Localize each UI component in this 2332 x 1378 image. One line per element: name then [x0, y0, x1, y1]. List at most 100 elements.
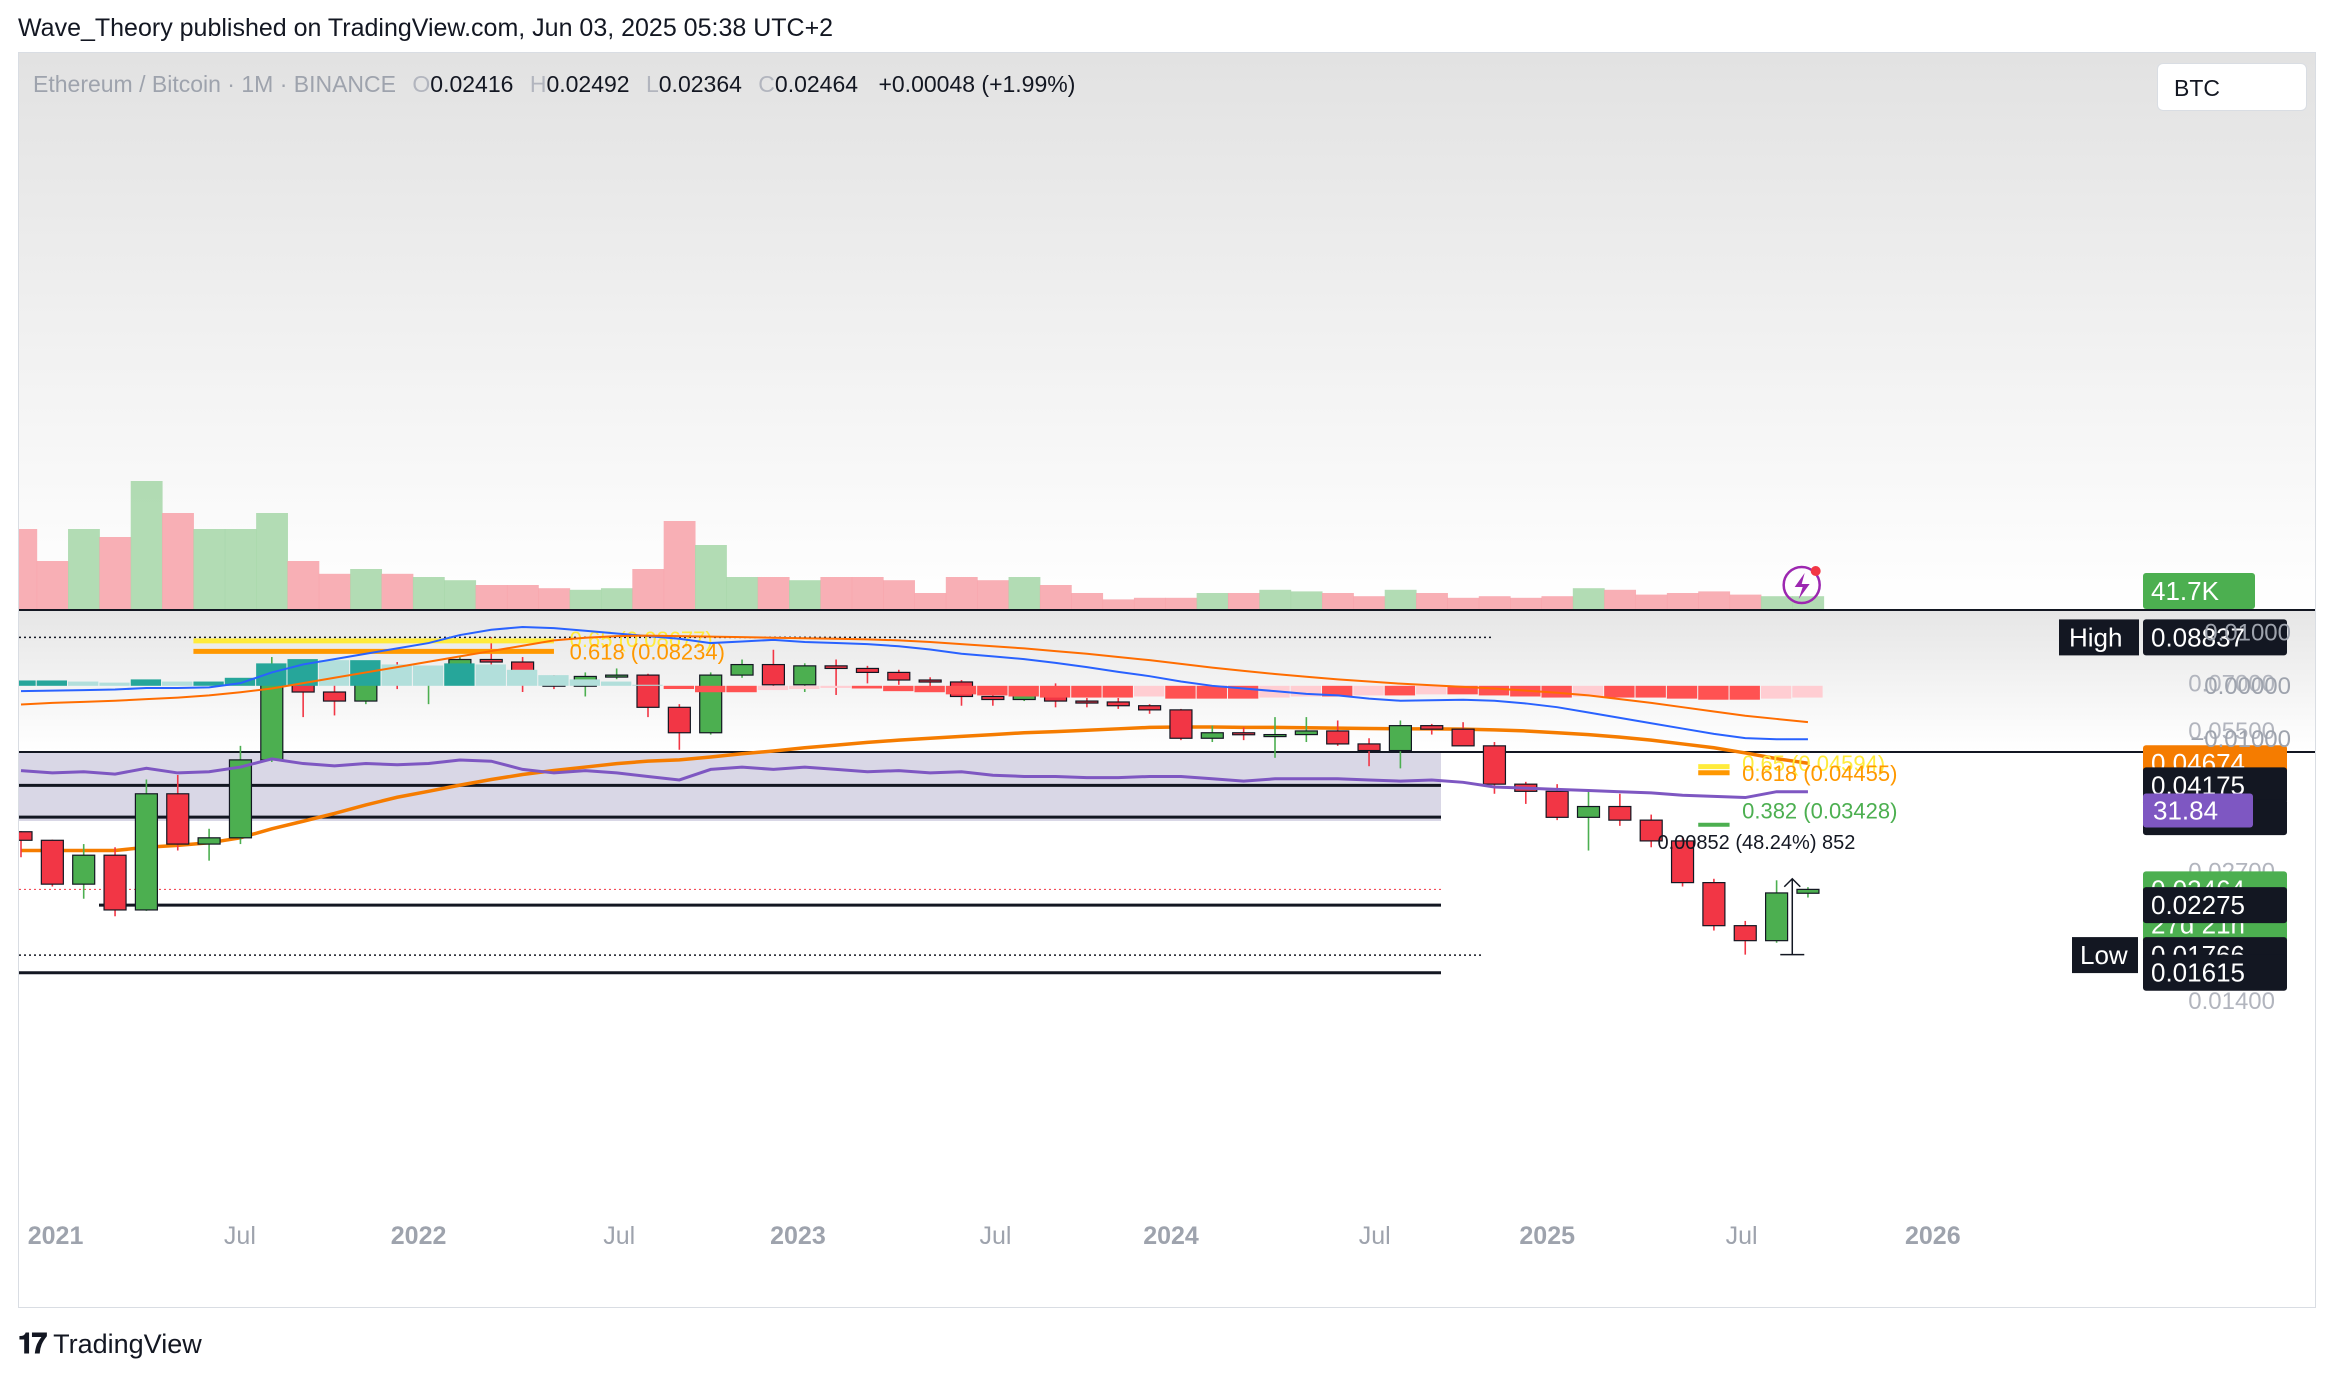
chart-frame[interactable]: 0.65 (0.08677) 0.618 (0.08234) 0.65 (0.045…: [18, 52, 2316, 1308]
volume-bar: [506, 585, 539, 609]
macd-hist-bar: [632, 684, 663, 686]
candle-body: [730, 663, 754, 676]
volume-bar: [256, 513, 288, 609]
alert-dot-icon: [1810, 566, 1821, 576]
candle-body: [1764, 892, 1789, 942]
time-axis-tick: 2026: [1905, 1222, 1961, 1250]
volume-bar: [600, 588, 633, 609]
measure-arrow-icon: [1783, 877, 1801, 888]
volume-tag: 41.7K: [2151, 576, 2220, 606]
candle-body: [887, 671, 911, 681]
time-axis-tick: 2021: [28, 1222, 84, 1250]
macd-hist-bar: [381, 664, 412, 686]
macd-hist-bar: [19, 680, 36, 686]
macd-hist-bar: [914, 685, 945, 693]
macd-hist-bar: [506, 669, 538, 686]
candle-body: [228, 759, 253, 839]
time-axis-tick: 2024: [1143, 1222, 1199, 1250]
rsi-value-tag: 31.84: [2153, 795, 2218, 825]
candle-body: [1670, 840, 1695, 884]
volume-bar: [1729, 594, 1762, 609]
volume-bar: [1071, 593, 1104, 609]
macd-hist-bar: [851, 685, 883, 689]
volume-bar: [726, 577, 759, 609]
candle-body: [824, 665, 848, 670]
macd-hist-bar: [256, 663, 287, 686]
candle-body: [1639, 819, 1663, 842]
volume-bar: [914, 593, 947, 609]
currency-selector[interactable]: BTC: [2157, 63, 2307, 111]
volume-bar: [162, 513, 194, 609]
footer-brand[interactable]: 𝟏𝟕 TradingView: [18, 1328, 202, 1361]
time-axis-tick: Jul: [1726, 1222, 1758, 1250]
macd-hist-bar: [789, 685, 820, 690]
macd-hist-bar: [1666, 685, 1698, 699]
volume-bar: [444, 580, 477, 609]
candle-body: [1608, 805, 1632, 821]
price-axis-tick: 0.07000: [2188, 670, 2275, 697]
candle-body: [981, 695, 1005, 701]
macd-hist-bar: [318, 660, 350, 686]
macd-hist-bar: [1133, 685, 1165, 697]
chart-canvas[interactable]: 0.65 (0.08677)0.618 (0.08234)0.65 (0.045…: [19, 53, 2315, 1307]
symbol-label[interactable]: Ethereum / Bitcoin · 1M · BINANCE: [33, 71, 396, 97]
price-tag-level4-bg: [2143, 954, 2287, 991]
volume-bar: [193, 529, 226, 609]
volume-bar: [1541, 596, 1574, 609]
macd-hist-bar: [1572, 685, 1604, 697]
volume-bar: [1133, 597, 1166, 609]
macd-hist-bar: [1071, 685, 1102, 698]
macd-hist-bar: [444, 663, 475, 686]
macd-hist-bar: [1541, 685, 1572, 698]
macd-hist-bar: [569, 679, 600, 686]
macd-hist-bar: [695, 685, 726, 693]
macd-hist-bar: [193, 681, 224, 686]
macd-axis-tick: 0.00000: [2204, 673, 2291, 700]
measure-label: 0.00852 (48.24%) 852: [1657, 832, 1855, 854]
candle-body: [72, 854, 96, 885]
high-key: H: [529, 71, 547, 97]
price-axis-tick: 0.05500: [2188, 718, 2275, 745]
macd-hist-bar: [977, 685, 1008, 696]
time-axis-tick: Jul: [1359, 1222, 1391, 1250]
volume-bar: [757, 577, 790, 609]
price-tag-high: 0.08837: [2151, 622, 2245, 652]
volume-bar: [36, 561, 69, 609]
high-tag-label: High: [2069, 622, 2122, 652]
candle-body: [761, 663, 786, 686]
candle-body: [1232, 732, 1256, 736]
macd-hist-bar: [600, 681, 632, 686]
candle-body: [1169, 709, 1193, 739]
volume-bar: [1384, 589, 1417, 609]
candle-body: [19, 831, 33, 841]
macd-hist-bar: [1322, 685, 1353, 697]
price-axis-tick: 0.01400: [2188, 988, 2275, 1015]
fib-mid-65-label: 0.65 (0.04594): [1742, 751, 1885, 776]
candle-body: [667, 706, 691, 734]
macd-hist-bar: [1384, 685, 1416, 696]
fib-top-618-label: 0.618 (0.08234): [570, 639, 725, 664]
candle-body: [1451, 728, 1475, 747]
price-tag-level4: 0.01615: [2151, 958, 2245, 988]
volume-bar: [1102, 599, 1135, 609]
fib-382-label: 0.382 (0.03428): [1742, 799, 1897, 824]
candle-body: [479, 658, 503, 663]
macd-hist-bar: [1196, 685, 1227, 699]
main-pane-bg: [19, 53, 2315, 609]
macd-hist-bar: [726, 685, 757, 693]
volume-bar: [851, 577, 884, 609]
alert-lightning-icon: [1782, 565, 1821, 605]
macd-hist-bar: [820, 685, 851, 688]
candle-body: [855, 667, 880, 674]
volume-bar: [350, 569, 383, 609]
volume-bar: [1259, 589, 1292, 609]
signal-line: [20, 634, 1809, 724]
price-tag-high-bg: [2143, 619, 2287, 656]
candle-body: [166, 793, 190, 845]
macd-hist-bar: [1008, 685, 1039, 697]
rsi-line: [20, 757, 1808, 800]
time-axis-tick: Jul: [979, 1222, 1011, 1250]
volume-bar: [1635, 594, 1668, 609]
publisher-line: Wave_Theory published on TradingView.com…: [18, 14, 834, 42]
macd-hist-bar: [1604, 685, 1635, 698]
